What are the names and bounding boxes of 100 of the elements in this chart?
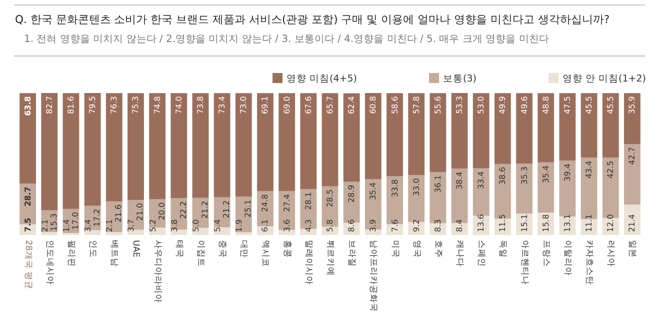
x-tick-label: 인도 <box>88 240 98 258</box>
data-label: 49.9 <box>498 96 508 114</box>
data-label: 48.8 <box>541 96 550 114</box>
data-label: 33.0 <box>412 178 421 196</box>
x-tick-label: 영국 <box>411 240 422 258</box>
data-label: 17.0 <box>70 212 80 230</box>
bar <box>559 93 576 161</box>
bar <box>235 232 252 235</box>
data-label: 55.6 <box>433 96 442 114</box>
data-label: 5.8 <box>326 219 334 232</box>
bar <box>149 93 166 200</box>
data-label: 12.0 <box>606 214 616 232</box>
bar <box>602 93 619 158</box>
x-tick-label: 카자흐스탄 <box>584 240 594 285</box>
data-label: 62.4 <box>347 96 356 114</box>
bar <box>322 93 338 186</box>
data-label: 75.3 <box>131 96 140 114</box>
bar <box>408 93 425 176</box>
x-tick-label: 일본 <box>627 240 638 258</box>
bar <box>278 93 296 192</box>
data-label: 45.5 <box>584 96 594 114</box>
data-label: 5.0 <box>191 219 200 232</box>
bar <box>364 93 382 180</box>
data-label: 21.2 <box>200 200 210 219</box>
data-label: 3.7 <box>126 219 136 232</box>
data-label: 69.1 <box>260 96 270 114</box>
bar <box>192 93 209 198</box>
data-label: 6.1 <box>260 219 270 232</box>
data-label: 82.7 <box>44 96 54 114</box>
bar <box>106 232 122 235</box>
bar <box>106 93 122 202</box>
x-tick-label: 이탈리아 <box>562 240 572 276</box>
x-tick-label: 브라질 <box>346 240 357 267</box>
bar <box>128 93 144 200</box>
data-label: 73.0 <box>239 96 248 114</box>
data-label: 63.8 <box>23 96 32 116</box>
bar <box>538 162 554 213</box>
data-label: 5.2 <box>148 219 158 232</box>
bar <box>494 93 511 164</box>
bar <box>472 168 490 216</box>
bar <box>278 230 296 235</box>
data-label: 11.5 <box>498 214 508 232</box>
x-tick-label: 베트남 <box>109 240 120 267</box>
bar <box>128 230 144 235</box>
data-label: 21.6 <box>114 204 124 222</box>
bar <box>170 230 188 235</box>
bar <box>408 175 425 222</box>
bar <box>364 179 382 230</box>
x-tick-label: 이집트 <box>195 240 206 267</box>
bar <box>235 93 252 197</box>
data-label: 53.3 <box>455 96 464 114</box>
data-label: 13.1 <box>562 214 572 232</box>
x-tick-label: 홍콩 <box>282 240 292 258</box>
x-tick-label: 인도네시아 <box>44 240 54 285</box>
data-label: 57.8 <box>412 96 421 114</box>
bar <box>84 93 101 206</box>
data-label: 36.1 <box>433 175 442 193</box>
data-label: 39.4 <box>562 164 572 182</box>
bar <box>41 93 58 210</box>
data-label: 15.3 <box>49 213 58 232</box>
data-label: 65.7 <box>326 96 334 114</box>
data-label: 43.4 <box>584 160 594 178</box>
bar <box>257 93 274 192</box>
data-label: 49.6 <box>520 96 529 114</box>
legend-label: 영향 안 미침(1+2) <box>562 74 646 84</box>
data-label: 74.8 <box>152 96 162 114</box>
bar <box>538 93 554 162</box>
bar <box>343 93 360 182</box>
data-label: 3.9 <box>368 219 378 232</box>
bar <box>516 93 532 164</box>
x-tick-label: 말레이시아 <box>303 240 314 285</box>
data-label: 8.4 <box>455 219 464 232</box>
data-label: 60.8 <box>368 96 378 114</box>
x-tick-label: 호주 <box>432 240 443 258</box>
data-label: 58.6 <box>390 96 400 114</box>
data-label: 35.4 <box>541 165 550 184</box>
data-label: 24.8 <box>260 194 270 212</box>
bar <box>516 164 532 214</box>
data-label: 33.4 <box>476 171 486 190</box>
x-tick-label: 필리핀 <box>66 240 76 267</box>
bar <box>170 93 188 198</box>
x-tick-label: 28개국 평균 <box>22 240 33 290</box>
data-label: 47.5 <box>562 96 572 114</box>
data-label: 7.6 <box>390 219 400 232</box>
bar <box>84 230 101 235</box>
data-label: 35.3 <box>520 166 529 184</box>
bar <box>559 160 576 216</box>
data-label: 21.2 <box>222 200 232 218</box>
bar <box>214 93 230 198</box>
data-label: 2.1 <box>40 219 50 232</box>
bar <box>516 214 532 235</box>
bar <box>386 93 403 176</box>
data-label: 3.6 <box>282 219 292 232</box>
data-label: 17.2 <box>92 208 102 227</box>
data-label: 35.9 <box>628 96 637 114</box>
data-label: 28.9 <box>347 184 356 203</box>
x-tick-label: 대만 <box>238 240 249 258</box>
data-label: 74.0 <box>174 96 184 114</box>
bar <box>472 93 490 168</box>
x-tick-label: 미국 <box>390 240 400 258</box>
